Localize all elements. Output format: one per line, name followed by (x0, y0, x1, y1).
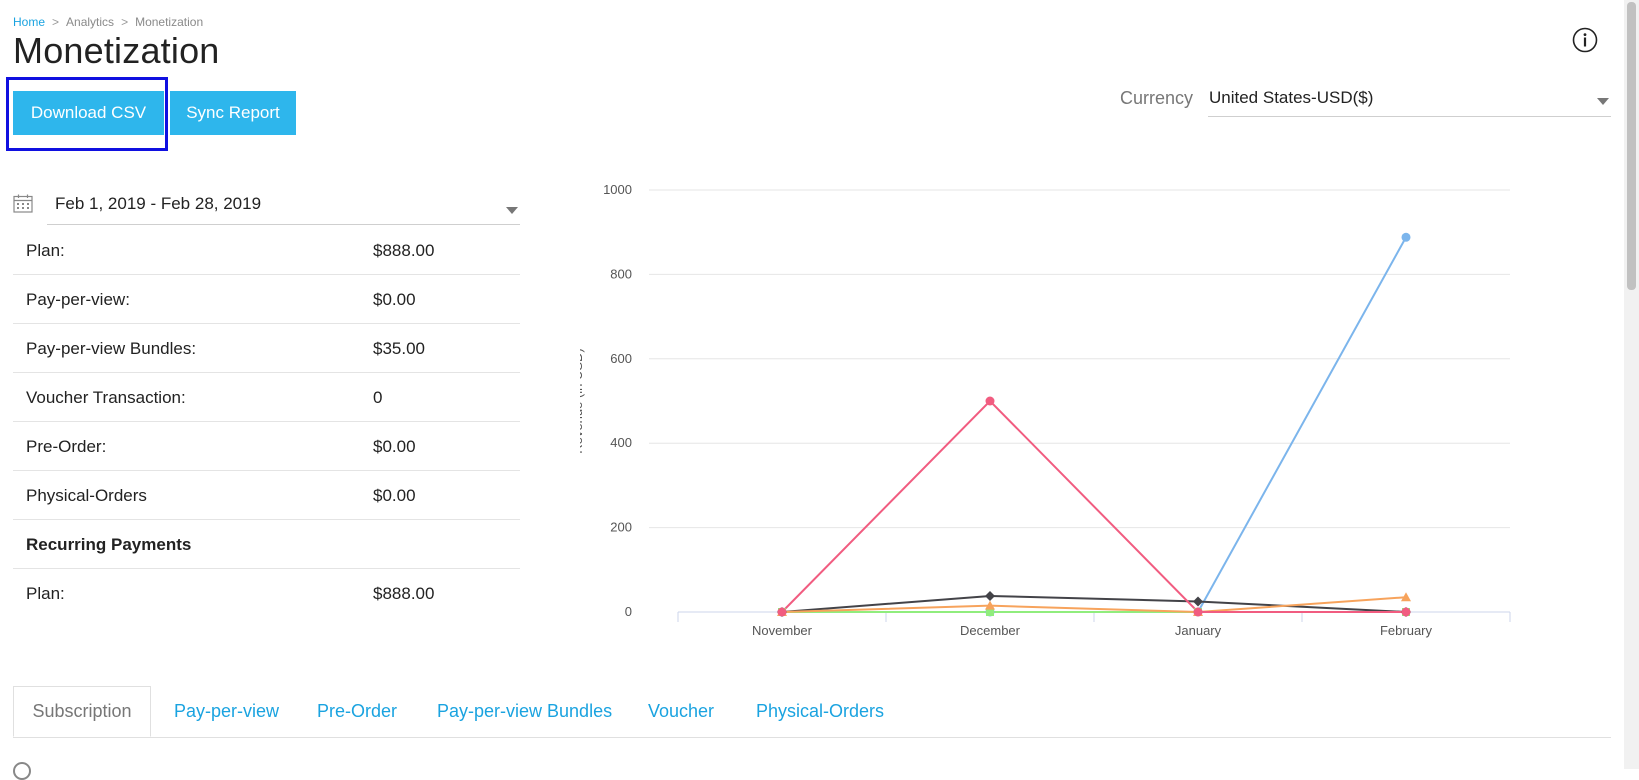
data-point (985, 600, 995, 610)
tab-voucher[interactable]: Voucher (648, 701, 715, 721)
summary-label: Pre-Order: (26, 437, 107, 456)
data-point (986, 608, 994, 616)
tab-bar: Subscription Pay-per-view Pre-Order Pay-… (13, 686, 1611, 738)
y-tick-label: 1000 (603, 182, 632, 197)
series-line (782, 236, 1407, 613)
data-point (985, 590, 995, 601)
summary-label: Pay-per-view: (26, 290, 130, 309)
summary-value: $0.00 (373, 437, 416, 456)
currency-label: Currency (1120, 88, 1194, 108)
breadcrumb-current: Monetization (135, 15, 204, 29)
breadcrumb: Home > Analytics > Monetization (13, 15, 203, 29)
recurring-payments-heading: Recurring Payments (26, 535, 192, 554)
download-csv-button[interactable]: Download CSV (13, 91, 164, 135)
page-title: Monetization (13, 30, 220, 71)
summary-label: Pay-per-view Bundles: (26, 339, 197, 358)
x-tick-label: January (1175, 623, 1222, 638)
summary-label: Voucher Transaction: (26, 388, 186, 407)
chevron-down-icon (506, 207, 518, 214)
data-point (1193, 596, 1203, 607)
y-tick-label: 400 (610, 435, 632, 450)
summary-row: Physical-Orders $0.00 (13, 471, 520, 520)
selection-highlight (6, 77, 168, 151)
summary-value: $888.00 (373, 584, 435, 603)
tab-pre-order[interactable]: Pre-Order (317, 701, 398, 721)
summary-row: Plan: $888.00 (13, 569, 520, 618)
breadcrumb-separator: > (121, 15, 129, 29)
data-point (1401, 592, 1411, 602)
summary-row: Voucher Transaction: 0 (13, 373, 520, 422)
summary-value: $0.00 (373, 486, 416, 505)
data-point (777, 607, 787, 617)
data-point (1193, 607, 1203, 617)
x-tick-label: February (1380, 623, 1433, 638)
y-tick-label: 800 (610, 266, 632, 281)
summary-row: Plan: $888.00 (13, 226, 520, 275)
tab-pay-per-view-bundles[interactable]: Pay-per-view Bundles (437, 701, 613, 721)
revenue-summary: Plan: $888.00 Pay-per-view: $0.00 Pay-pe… (13, 226, 520, 618)
breadcrumb-separator: > (52, 15, 60, 29)
currency-value: United States-USD($) (1209, 88, 1374, 107)
date-range-value: Feb 1, 2019 - Feb 28, 2019 (55, 194, 262, 213)
summary-value: $888.00 (373, 241, 435, 260)
summary-label: Physical-Orders (26, 486, 147, 505)
tab-physical-orders[interactable]: Physical-Orders (756, 701, 885, 721)
summary-section-heading: Recurring Payments (13, 520, 520, 569)
revenue-chart: 0 200 400 600 800 1000 November December January… (580, 182, 1511, 638)
date-range-select[interactable]: Feb 1, 2019 - Feb 28, 2019 (47, 190, 520, 225)
y-tick-label: 200 (610, 520, 632, 535)
tab-pay-per-view[interactable]: Pay-per-view (174, 701, 280, 721)
sync-report-button[interactable]: Sync Report (170, 91, 296, 135)
y-tick-label: 0 (625, 604, 632, 619)
scrollbar-thumb[interactable] (1627, 2, 1636, 290)
summary-row: Pay-per-view Bundles: $35.00 (13, 324, 520, 373)
summary-row: Pay-per-view: $0.00 (13, 275, 520, 324)
data-point (1401, 232, 1411, 242)
chevron-down-icon (1597, 98, 1609, 105)
summary-label: Plan: (26, 241, 65, 260)
summary-label: Plan: (26, 584, 65, 603)
data-point (985, 396, 995, 406)
breadcrumb-analytics-link[interactable]: Analytics (66, 15, 115, 29)
tab-subscription[interactable]: Subscription (13, 686, 151, 737)
calendar-icon[interactable] (13, 194, 33, 213)
currency-select[interactable]: United States-USD($) (1208, 84, 1611, 117)
data-point (1401, 607, 1411, 617)
search-icon[interactable] (13, 762, 31, 780)
page-scrollbar[interactable] (1624, 0, 1639, 769)
summary-value: $0.00 (373, 290, 416, 309)
x-tick-label: November (752, 623, 813, 638)
y-axis-title: Revenue (in USD) (580, 348, 585, 454)
series-line (781, 594, 1407, 613)
series-line (781, 399, 1406, 613)
breadcrumb-home-link[interactable]: Home (13, 15, 46, 29)
summary-value: 0 (373, 388, 383, 407)
info-icon[interactable] (1572, 27, 1598, 53)
series-line (781, 596, 1407, 614)
y-tick-label: 600 (610, 351, 632, 366)
summary-value: $35.00 (373, 339, 425, 358)
x-tick-label: December (960, 623, 1021, 638)
summary-row: Pre-Order: $0.00 (13, 422, 520, 471)
